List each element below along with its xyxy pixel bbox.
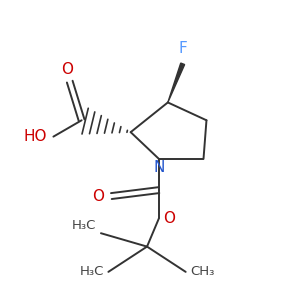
Text: H₃C: H₃C [72,219,97,232]
Text: CH₃: CH₃ [190,266,214,278]
Text: O: O [92,189,104,204]
Text: N: N [153,160,165,175]
Text: F: F [178,41,187,56]
Polygon shape [168,63,184,102]
Text: HO: HO [24,129,47,144]
Text: O: O [164,211,175,226]
Text: H₃C: H₃C [80,266,104,278]
Text: O: O [61,62,73,77]
